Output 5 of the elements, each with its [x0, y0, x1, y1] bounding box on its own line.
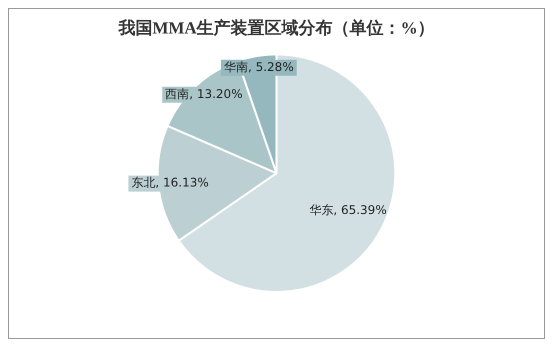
slice-label: 东北, 16.13%	[131, 176, 209, 190]
slice-label: 西南, 13.20%	[165, 86, 243, 101]
chart-title: 我国MMA生产装置区域分布（单位：%）	[117, 18, 435, 38]
slice-label: 华东, 65.39%	[309, 202, 387, 217]
slice-label: 华南, 5.28%	[224, 60, 294, 74]
